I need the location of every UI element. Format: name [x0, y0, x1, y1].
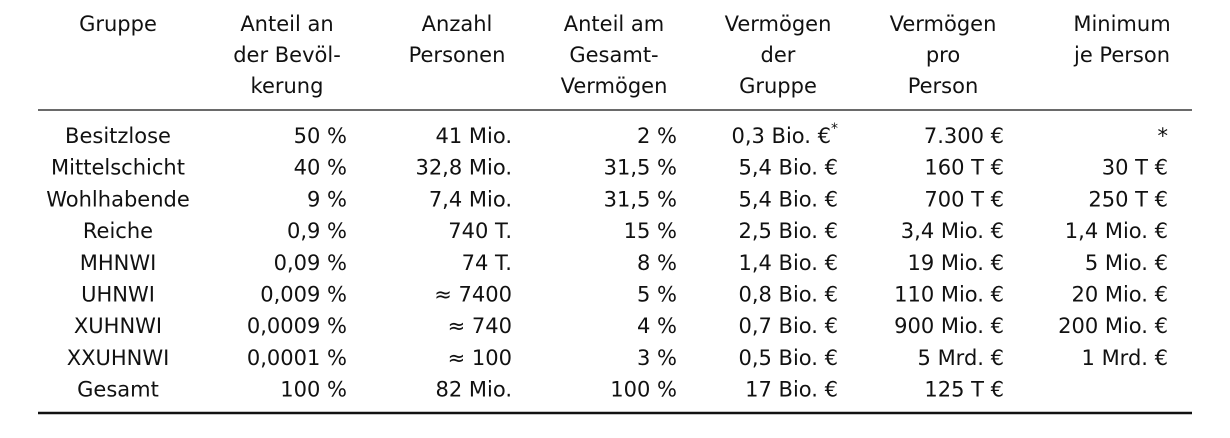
cell: 15 %	[624, 219, 677, 243]
cell: 31,5 %	[604, 187, 677, 211]
cell: 0,009 %	[260, 283, 347, 307]
cell: 3,4 Mio. €	[901, 219, 1004, 243]
cell: 41 Mio.	[435, 124, 512, 148]
cell: 0,8 Bio. €	[738, 283, 838, 307]
row-label: Mittelschicht	[51, 156, 185, 180]
header-cell: Gruppe	[79, 12, 157, 36]
cell: 160 T €	[924, 156, 1004, 180]
cell: 1,4 Bio. €	[738, 251, 838, 275]
cell-text: 0,3 Bio. €	[731, 124, 831, 148]
cell: 5 Mio. €	[1085, 251, 1168, 275]
cell: 0,9 %	[287, 219, 347, 243]
cell: 125 T €	[924, 378, 1004, 402]
cell: ≈ 100	[448, 346, 512, 370]
cell: 7.300 €	[924, 124, 1004, 148]
cell: 5,4 Bio. €	[738, 156, 838, 180]
header-cell: Anteil am	[564, 12, 665, 36]
cell: 110 Mio. €	[894, 283, 1004, 307]
header-cell: kerung	[251, 74, 324, 98]
cell: 0,5 Bio. €	[738, 346, 838, 370]
cell: 2 %	[637, 124, 677, 148]
cell: 74 T.	[462, 251, 512, 275]
cell: 17 Bio. €	[745, 378, 838, 402]
cell: 4 %	[637, 314, 677, 338]
header-cell: der Bevöl-	[233, 43, 341, 67]
cell: 5 %	[637, 283, 677, 307]
cell: 740 T.	[448, 219, 512, 243]
row-label: Besitzlose	[65, 124, 171, 148]
row-label: UHNWI	[81, 283, 155, 307]
cell: 5,4 Bio. €	[738, 187, 838, 211]
header-cell: Minimum	[1073, 12, 1170, 36]
header-cell: Vermögen	[890, 12, 997, 36]
row-label: Wohlhabende	[46, 187, 190, 211]
cell: 0,09 %	[274, 251, 347, 275]
cell: 50 %	[294, 124, 347, 148]
cell: 30 T €	[1102, 156, 1168, 180]
row-label: MHNWI	[80, 251, 157, 275]
cell: 250 T €	[1088, 187, 1168, 211]
cell: 0,7 Bio. €	[738, 314, 838, 338]
cell: 0,0009 %	[247, 314, 347, 338]
cell: 100 %	[280, 378, 347, 402]
header-cell: pro	[926, 43, 960, 67]
footnote-mark: *	[831, 121, 838, 137]
header-cell: Anteil an	[240, 12, 333, 36]
cell: 700 T €	[924, 187, 1004, 211]
row-label: XUHNWI	[74, 314, 162, 338]
cell: ≈ 740	[448, 314, 512, 338]
row-label: XXUHNWI	[67, 346, 170, 370]
cell: 32,8 Mio.	[415, 156, 512, 180]
header-cell: Gesamt-	[569, 43, 658, 67]
row-label: Reiche	[83, 219, 153, 243]
header-cell: je Person	[1073, 43, 1170, 67]
cell: 2,5 Bio. €	[738, 219, 838, 243]
header-cell: der	[761, 43, 796, 67]
header-cell: Gruppe	[739, 74, 817, 98]
header-cell: Anzahl	[422, 12, 493, 36]
cell: 1 Mrd. €	[1082, 346, 1168, 370]
header-cell: Vermögen	[725, 12, 832, 36]
cell: 5 Mrd. €	[918, 346, 1004, 370]
header-cell: Personen	[409, 43, 506, 67]
cell: *	[1158, 124, 1169, 148]
header-cell: Person	[908, 74, 979, 98]
row-label: Gesamt	[77, 378, 159, 402]
cell: 1,4 Mio. €	[1065, 219, 1168, 243]
cell: 200 Mio. €	[1058, 314, 1168, 338]
cell: 900 Mio. €	[894, 314, 1004, 338]
cell: 20 Mio. €	[1071, 283, 1168, 307]
cell: ≈ 7400	[434, 283, 512, 307]
cell: 40 %	[294, 156, 347, 180]
cell: 3 %	[637, 346, 677, 370]
header-cell: Vermögen	[561, 74, 668, 98]
cell: 0,0001 %	[247, 346, 347, 370]
cell: 0,3 Bio. €*	[731, 121, 838, 148]
cell: 9 %	[307, 187, 347, 211]
cell: 8 %	[637, 251, 677, 275]
cell: 7,4 Mio.	[429, 187, 512, 211]
cell: 100 %	[610, 378, 677, 402]
cell: 31,5 %	[604, 156, 677, 180]
cell: 82 Mio.	[435, 378, 512, 402]
cell: 19 Mio. €	[907, 251, 1004, 275]
